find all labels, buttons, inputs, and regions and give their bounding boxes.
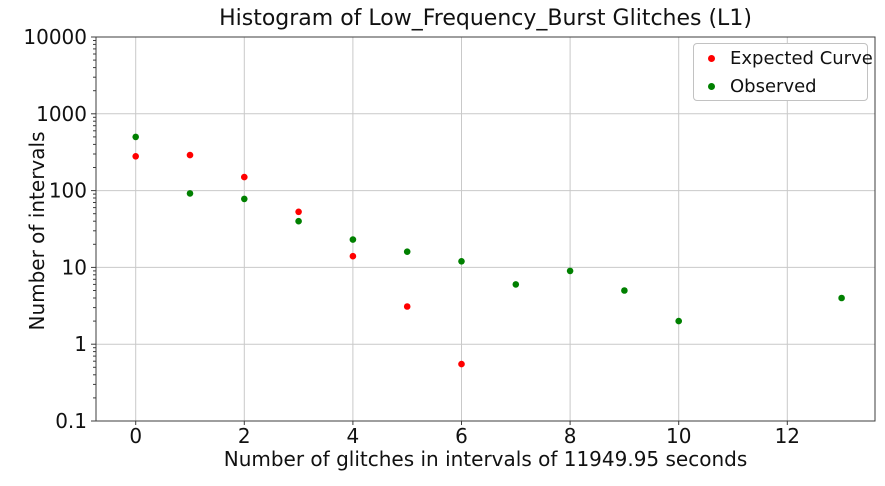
legend-item-observed: Observed	[708, 74, 867, 98]
data-point-observed	[458, 258, 465, 265]
axes-frame	[95, 36, 876, 422]
chart-title: Histogram of Low_Frequency_Burst Glitche…	[219, 6, 752, 31]
data-point-observed	[838, 294, 845, 302]
data-point-observed	[403, 248, 411, 255]
y-tick-label: 0.1	[55, 409, 87, 433]
data-point-observed	[295, 217, 302, 225]
data-point-observed	[186, 190, 194, 197]
data-point-observed	[675, 317, 682, 325]
x-tick-label: 4	[347, 424, 360, 448]
x-tick-label: 6	[455, 424, 468, 448]
expected-curve-marker-icon	[708, 54, 715, 62]
observed-marker-icon	[708, 82, 715, 90]
x-tick-label: 2	[238, 424, 251, 448]
legend-label-expected: Expected Curve	[730, 47, 873, 69]
data-point-observed	[349, 236, 357, 243]
y-tick-label: 1	[74, 332, 87, 356]
y-tick-label: 1000	[36, 102, 87, 126]
y-tick-label: 100	[49, 179, 87, 203]
x-axis-label: Number of glitches in intervals of 11949…	[223, 447, 748, 471]
data-point-observed	[512, 281, 520, 288]
x-tick-label: 8	[564, 424, 577, 448]
data-point-expected	[295, 208, 302, 216]
legend-item-expected: Expected Curve	[708, 46, 873, 70]
x-tick-label: 12	[775, 424, 800, 448]
x-tick-label: 10	[666, 424, 691, 448]
legend: Expected Curve Observed	[693, 43, 873, 101]
x-tick-label: 0	[129, 424, 142, 448]
data-point-expected	[458, 360, 465, 368]
data-point-observed	[241, 195, 248, 203]
data-point-expected	[132, 153, 139, 160]
data-point-observed	[132, 133, 139, 141]
y-tick-label: 10000	[23, 25, 87, 49]
data-point-observed	[621, 287, 628, 294]
data-point-expected	[186, 151, 194, 159]
data-point-expected	[241, 173, 248, 181]
data-point-expected	[403, 303, 411, 310]
data-point-expected	[349, 252, 357, 260]
y-tick-label: 10	[62, 255, 87, 279]
data-point-observed	[566, 267, 574, 275]
legend-label-observed: Observed	[730, 75, 817, 97]
